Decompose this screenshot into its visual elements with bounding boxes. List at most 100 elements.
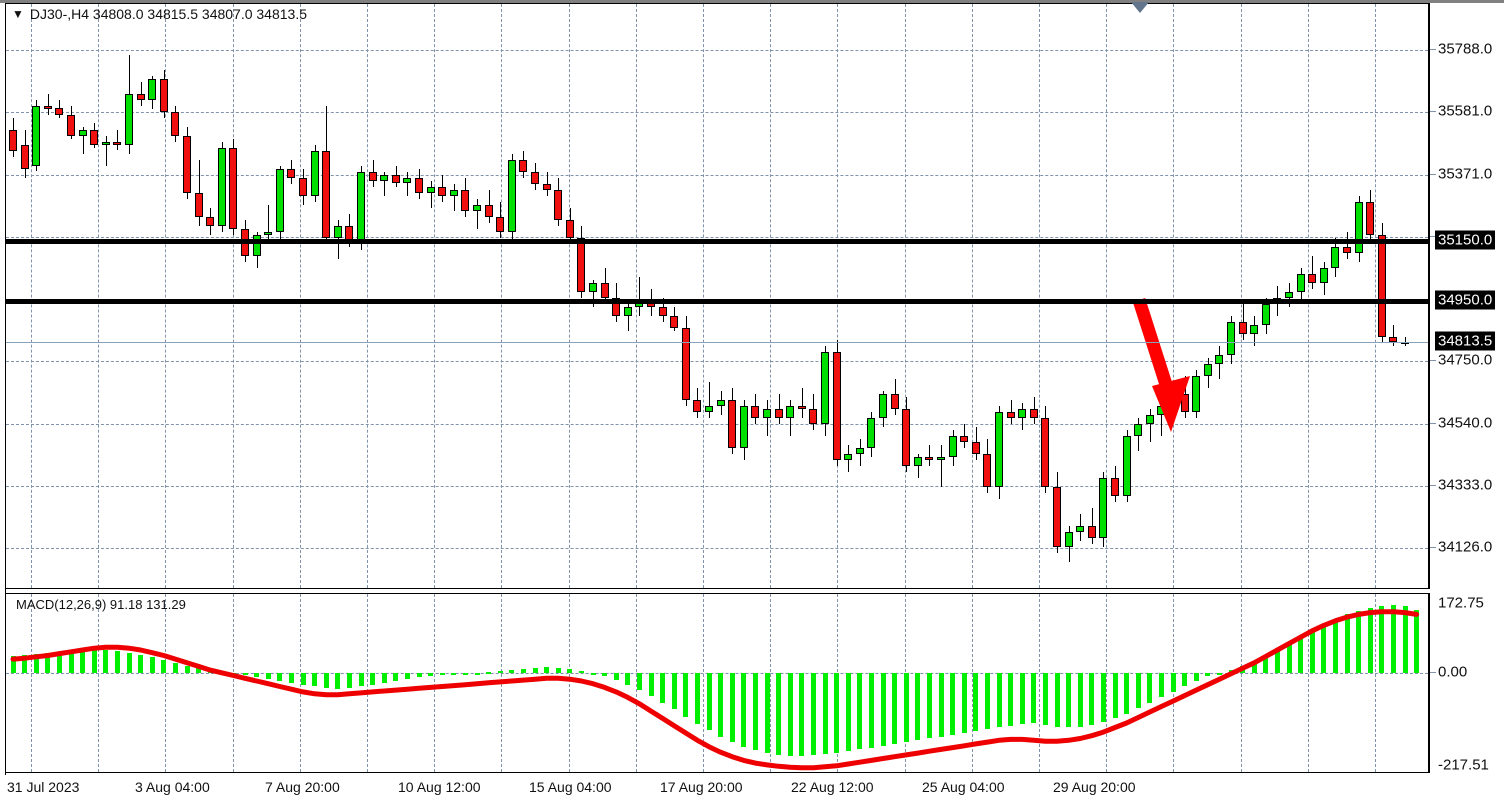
- macd-histogram-bar: [1240, 666, 1246, 673]
- grid-line-vertical: [971, 4, 973, 588]
- grid-line-horizontal: [6, 424, 1428, 425]
- macd-histogram-bar: [857, 672, 863, 750]
- macd-plot-area[interactable]: [6, 594, 1428, 772]
- candle-bullish: [855, 448, 864, 454]
- price-level-badge[interactable]: 34813.5: [1435, 331, 1496, 351]
- macd-signal-line-overlay: [10, 609, 1420, 771]
- candle-bearish: [1006, 412, 1015, 418]
- macd-histogram-bar: [880, 672, 886, 746]
- macd-histogram-bar: [1298, 637, 1304, 673]
- macd-histogram-bar: [265, 672, 271, 680]
- candle-bullish: [589, 283, 597, 292]
- support-resistance-line[interactable]: [6, 239, 1428, 244]
- candle-bearish: [299, 178, 307, 196]
- candle-bearish: [171, 112, 180, 136]
- candle-bullish: [426, 187, 435, 193]
- macd-histogram-bar: [903, 672, 909, 743]
- macd-histogram-bar: [1100, 672, 1106, 723]
- macd-histogram-bar: [683, 672, 689, 717]
- candle-bullish: [1285, 292, 1293, 298]
- candle-bearish: [612, 298, 621, 316]
- candle-bearish: [159, 79, 168, 112]
- candle-bullish: [844, 454, 853, 460]
- grid-line-horizontal: [6, 174, 1428, 176]
- macd-histogram-bar: [288, 672, 294, 683]
- price-axis[interactable]: 35788.035581.035371.035164.034750.034540…: [1429, 3, 1504, 589]
- macd-indicator-panel[interactable]: MACD(12,26,9) 91.18 131.29: [5, 593, 1429, 773]
- grid-line-horizontal: [6, 111, 1428, 113]
- candle-bearish: [9, 130, 17, 151]
- macd-histogram-bar: [1182, 672, 1188, 687]
- grid-line-horizontal: [6, 236, 1428, 238]
- macd-histogram-bar: [1089, 672, 1095, 725]
- macd-histogram-bar: [1077, 672, 1083, 727]
- price-axis-label: 34540.0: [1438, 414, 1493, 432]
- macd-histogram-bar: [567, 669, 573, 673]
- macd-histogram-bar: [1042, 672, 1048, 725]
- candle-bullish: [1331, 247, 1340, 268]
- macd-histogram-bar: [138, 654, 144, 673]
- price-tick: [1430, 235, 1436, 237]
- candle-bearish: [55, 107, 64, 115]
- grid-line-vertical: [904, 4, 906, 588]
- candle-bearish: [1180, 394, 1189, 412]
- grid-line-vertical: [1039, 4, 1040, 588]
- macd-axis-label: 172.75: [1438, 594, 1484, 612]
- grid-line-vertical: [98, 4, 100, 588]
- macd-histogram-bar: [973, 672, 979, 732]
- collapse-triangle-icon[interactable]: ▼: [12, 7, 24, 21]
- macd-histogram-bar: [68, 650, 74, 673]
- candle-bullish: [1192, 376, 1201, 412]
- macd-histogram-bar: [207, 670, 213, 673]
- macd-histogram-bar: [346, 672, 352, 689]
- candle-wick: [1312, 256, 1314, 289]
- candle-bearish: [287, 169, 296, 178]
- support-resistance-line[interactable]: [6, 299, 1428, 304]
- price-level-badge[interactable]: 34950.0: [1435, 290, 1496, 310]
- candle-bullish: [937, 457, 945, 460]
- macd-histogram-bar: [1031, 672, 1037, 723]
- macd-histogram-bar: [1356, 610, 1362, 673]
- candle-bearish: [565, 220, 574, 238]
- macd-histogram-bar: [1414, 609, 1420, 673]
- candle-bullish: [125, 94, 133, 145]
- macd-axis[interactable]: 172.75 0.00 -217.51: [1429, 593, 1504, 774]
- macd-histogram-bar: [1228, 670, 1234, 673]
- macd-histogram-bar: [196, 668, 202, 673]
- candle-wick: [593, 280, 594, 307]
- price-chart-panel[interactable]: [5, 3, 1429, 589]
- macd-histogram-bar: [1332, 619, 1338, 673]
- grid-line-vertical: [837, 4, 839, 588]
- price-tick: [1430, 173, 1436, 175]
- candle-bullish: [1215, 355, 1224, 364]
- current-price-line[interactable]: [6, 341, 1428, 343]
- candle-bullish: [449, 190, 458, 196]
- macd-histogram-bar: [161, 660, 167, 673]
- candle-wick: [1149, 409, 1151, 442]
- time-axis-label: 7 Aug 20:00: [265, 779, 340, 795]
- time-axis[interactable]: 31 Jul 2023 3 Aug 04:00 7 Aug 20:00 10 Aug …: [5, 775, 1504, 801]
- candle-bearish: [206, 217, 215, 226]
- price-plot-area[interactable]: [6, 4, 1428, 588]
- candle-bullish: [1064, 532, 1073, 547]
- macd-grid-line-vertical: [703, 594, 704, 772]
- macd-histogram-bar: [474, 672, 480, 675]
- time-axis-label: 17 Aug 20:00: [660, 779, 743, 795]
- macd-histogram-bar: [230, 672, 236, 675]
- candle-bullish: [705, 406, 713, 412]
- macd-histogram-bar: [486, 671, 492, 674]
- macd-grid-line-vertical: [770, 594, 772, 772]
- candle-bullish: [948, 436, 957, 457]
- macd-histogram-bar: [648, 672, 654, 697]
- candle-bullish: [78, 130, 87, 136]
- candle-wick: [790, 400, 792, 436]
- macd-histogram-bar: [323, 672, 329, 689]
- candle-bullish: [473, 205, 481, 211]
- macd-histogram-bar: [381, 672, 387, 683]
- candle-bullish: [1099, 478, 1108, 538]
- macd-histogram-bar: [787, 672, 793, 756]
- price-level-badge[interactable]: 35150.0: [1435, 230, 1496, 250]
- macd-histogram-bar: [718, 672, 724, 737]
- candle-bearish: [681, 328, 690, 400]
- candle-bullish: [275, 169, 284, 232]
